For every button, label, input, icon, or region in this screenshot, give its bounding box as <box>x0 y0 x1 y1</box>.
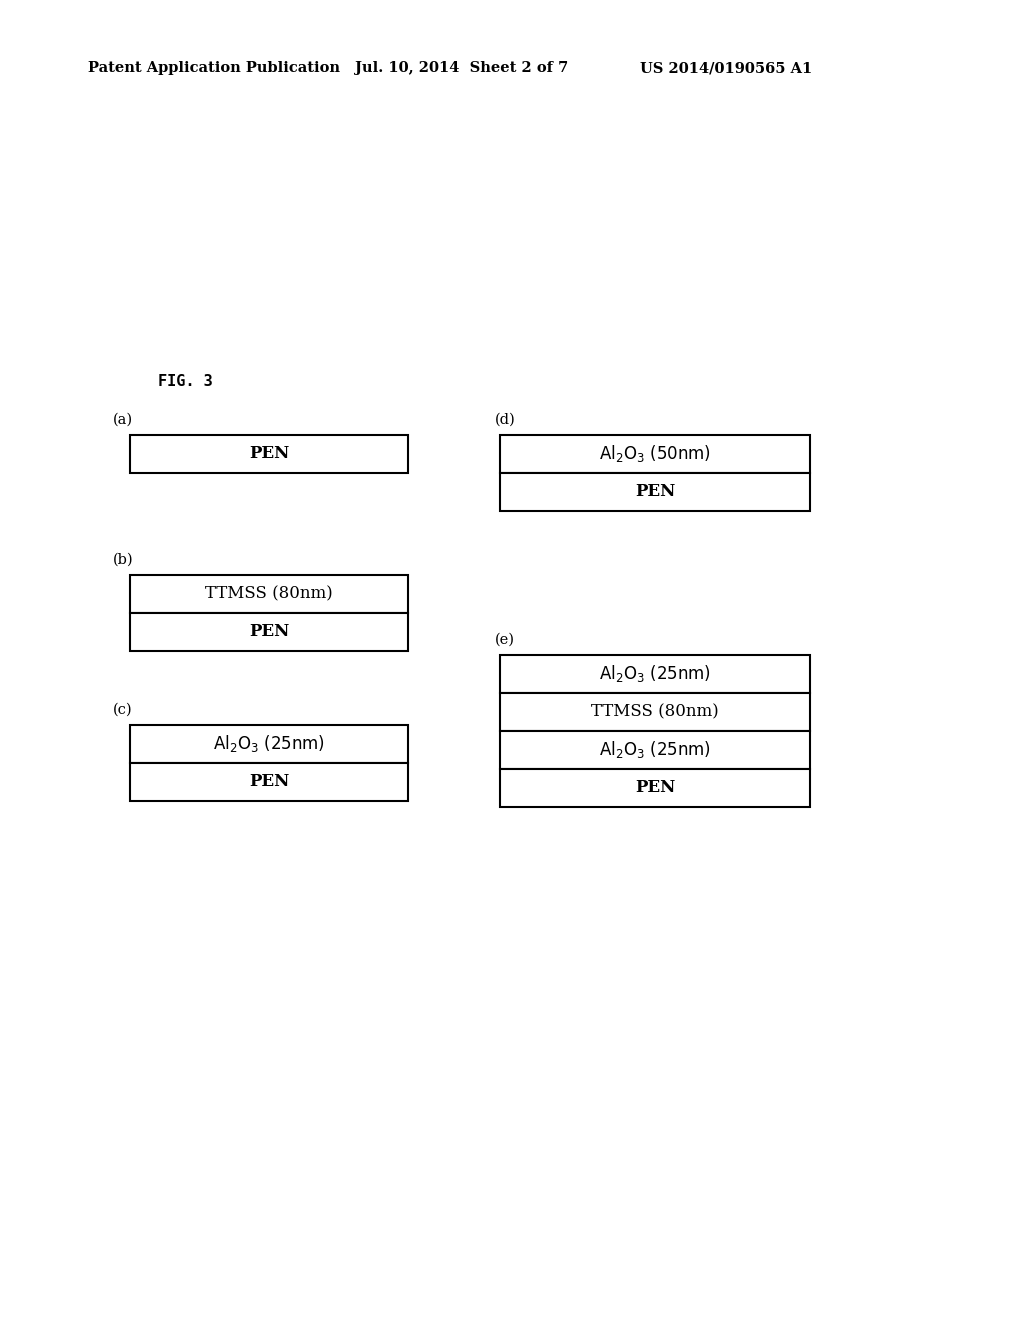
Bar <box>130 763 408 801</box>
Text: Jul. 10, 2014  Sheet 2 of 7: Jul. 10, 2014 Sheet 2 of 7 <box>355 61 568 75</box>
Bar <box>130 436 408 473</box>
Text: TTMSS (80nm): TTMSS (80nm) <box>591 704 719 721</box>
Text: PEN: PEN <box>249 623 289 640</box>
Text: PEN: PEN <box>249 774 289 791</box>
Text: (e): (e) <box>495 634 515 647</box>
Text: (b): (b) <box>113 553 133 568</box>
Bar <box>500 473 810 511</box>
Bar <box>500 693 810 731</box>
Text: Patent Application Publication: Patent Application Publication <box>88 61 340 75</box>
Text: PEN: PEN <box>635 780 675 796</box>
Bar <box>130 612 408 651</box>
Bar <box>500 655 810 693</box>
Text: (c): (c) <box>113 704 133 717</box>
Text: $\mathrm{Al_2O_3}$ (25nm): $\mathrm{Al_2O_3}$ (25nm) <box>599 739 711 760</box>
Text: PEN: PEN <box>635 483 675 500</box>
Text: PEN: PEN <box>249 446 289 462</box>
Bar <box>500 770 810 807</box>
Bar <box>130 725 408 763</box>
Bar <box>500 731 810 770</box>
Text: $\mathrm{Al_2O_3}$ (25nm): $\mathrm{Al_2O_3}$ (25nm) <box>599 664 711 685</box>
Bar <box>500 436 810 473</box>
Text: (d): (d) <box>495 413 516 426</box>
Text: US 2014/0190565 A1: US 2014/0190565 A1 <box>640 61 812 75</box>
Text: (a): (a) <box>113 413 133 426</box>
Text: $\mathrm{Al_2O_3}$ (50nm): $\mathrm{Al_2O_3}$ (50nm) <box>599 444 711 465</box>
Text: TTMSS (80nm): TTMSS (80nm) <box>205 586 333 602</box>
Bar <box>130 576 408 612</box>
Text: $\mathrm{Al_2O_3}$ (25nm): $\mathrm{Al_2O_3}$ (25nm) <box>213 734 325 755</box>
Text: FIG. 3: FIG. 3 <box>158 375 213 389</box>
